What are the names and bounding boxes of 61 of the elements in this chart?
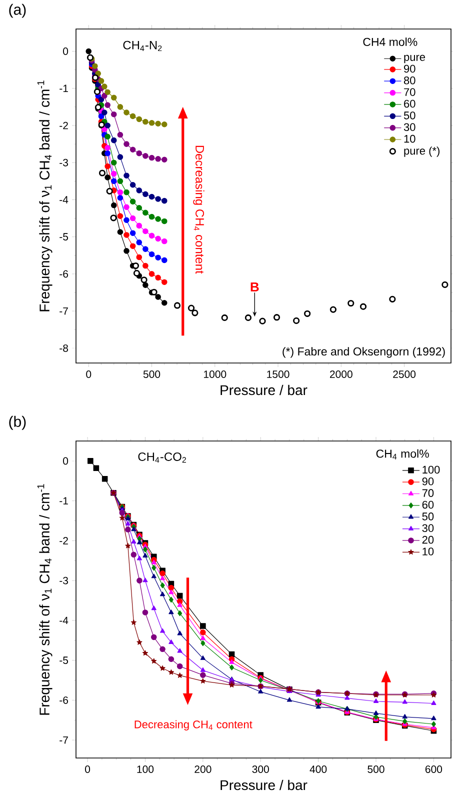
annotation: Decreasing CH$_{4}$ content — [134, 720, 252, 730]
x-tick-label: 2500 — [393, 370, 416, 378]
legend-label: 60 — [404, 100, 416, 108]
chart-title: (b) — [9, 416, 26, 430]
y-tick-label: -5 — [60, 656, 68, 664]
legend-label: pure (*) — [404, 146, 440, 157]
legend-label: 70 — [404, 88, 416, 96]
x-tick-label: 400 — [310, 766, 327, 773]
y-tick-label: -1 — [60, 497, 68, 504]
legend-label: 100 — [422, 466, 440, 474]
legend-label: 10 — [404, 134, 416, 143]
annotation: CH$_{4}$-N$_{2}$ — [123, 40, 162, 52]
y-tick-label: -8 — [60, 344, 68, 352]
legend-title: CH$_{4}$ mol% — [376, 449, 429, 460]
y-tick-label: 0 — [63, 48, 68, 55]
y-axis-title: Frequency shift of ν$_{1}$ CH$_{4}$ band / cm$^{-1}$ — [37, 80, 52, 312]
annotation: CH$_{4}$-CO$_{2}$ — [138, 452, 186, 463]
y-tick-label: -5 — [60, 233, 68, 240]
y-tick-label: -3 — [60, 158, 68, 166]
annotation: (*) Fabre and Oksengorn (1992) — [282, 347, 445, 358]
x-tick-label: 600 — [425, 766, 442, 773]
y-tick-label: -4 — [60, 616, 68, 624]
y-tick-label: -6 — [60, 270, 68, 278]
y-tick-label: -2 — [60, 537, 68, 544]
x-tick-label: 0 — [85, 766, 90, 773]
legend-label: 50 — [422, 512, 434, 520]
annotation: Decreasing CH$_{4}$ content — [193, 146, 204, 274]
y-tick-label: 0 — [63, 457, 68, 465]
chart-title: (a) — [9, 4, 26, 18]
legend-label: pure — [404, 54, 426, 64]
x-tick-label: 200 — [194, 766, 212, 773]
legend-label: 60 — [422, 500, 434, 509]
legend-label: 10 — [422, 548, 434, 556]
x-tick-label: 0 — [86, 370, 92, 378]
y-tick-label: -7 — [60, 736, 68, 744]
x-tick-label: 1000 — [204, 370, 226, 378]
legend-label: 80 — [404, 76, 416, 84]
x-axis-title: Pressure / bar — [220, 780, 308, 790]
legend-label: 90 — [404, 64, 416, 73]
annotation: B — [250, 282, 259, 292]
x-tick-label: 500 — [143, 370, 160, 378]
legend-label: 70 — [422, 489, 434, 497]
legend-label: 30 — [422, 524, 434, 532]
legend-label: 50 — [404, 112, 416, 120]
y-tick-label: -2 — [60, 122, 68, 130]
y-tick-label: -1 — [60, 84, 68, 92]
y-axis-title: Frequency shift of ν$_{1}$ CH$_{4}$ band / cm$^{-1}$ — [37, 484, 52, 715]
y-tick-label: -6 — [60, 696, 68, 704]
y-tick-label: -7 — [60, 307, 68, 315]
y-tick-label: -3 — [60, 576, 68, 584]
x-axis-title: Pressure / bar — [220, 384, 308, 396]
legend-title: CH4 mol% — [363, 38, 418, 46]
y-tick-label: -4 — [60, 196, 68, 204]
x-tick-label: 500 — [368, 766, 384, 773]
x-tick-label: 300 — [252, 766, 269, 773]
x-tick-label: 1500 — [267, 370, 290, 378]
x-tick-label: 100 — [137, 766, 154, 773]
legend-label: 90 — [422, 478, 434, 486]
legend-label: 30 — [404, 123, 416, 132]
legend-label: 20 — [422, 536, 434, 544]
x-tick-label: 2000 — [330, 370, 352, 378]
